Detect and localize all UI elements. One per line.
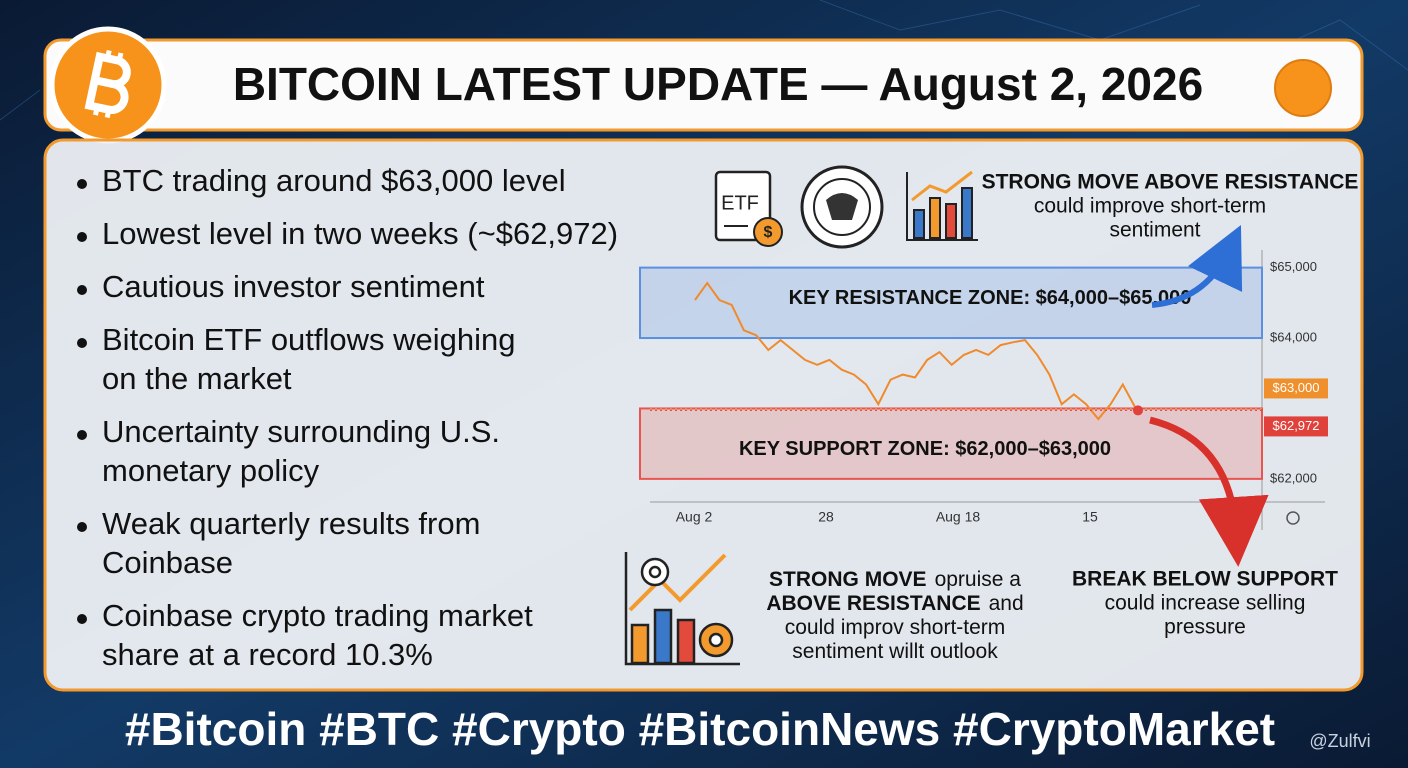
callout-text: opruise a (935, 568, 1022, 591)
bullet-text: Coinbase (102, 545, 233, 580)
bullet-dot (77, 430, 87, 440)
growth-chart-icon (906, 170, 978, 241)
price-line (694, 281, 1136, 421)
bullet-dot (77, 285, 87, 295)
bullet-text: monetary policy (102, 453, 320, 488)
zone-label: KEY SUPPORT ZONE: $62,000–$63,000 (739, 438, 1111, 460)
bullet-text: Lowest level in two weeks (~$62,972) (102, 216, 618, 251)
up-arrow (1151, 224, 1243, 308)
callout-line: STRONG MOVE opruise a (769, 568, 1021, 591)
bullet-text: Uncertainty surrounding U.S. (102, 414, 500, 449)
bullet-text: share at a record 10.3% (102, 637, 433, 672)
callout-text: could improv short-term (785, 616, 1006, 639)
gears-chart-icon (624, 552, 740, 666)
low-point (1133, 405, 1143, 416)
bullet-text: on the market (102, 361, 292, 396)
callout-title: BREAK BELOW SUPPORT (1072, 568, 1338, 591)
price-tag-label: $62,972 (1273, 418, 1320, 433)
bullet-dot (77, 232, 87, 242)
bullet-dot (77, 338, 87, 348)
y-tick-label: $62,000 (1270, 470, 1317, 485)
status-dot (1274, 59, 1332, 117)
bullet-dot (77, 179, 87, 189)
y-tick-label: $65,000 (1270, 259, 1317, 274)
callout-title: STRONG MOVE ABOVE RESISTANCE (982, 171, 1359, 194)
bullet-list: BTC trading around $63,000 level Lowest l… (77, 163, 618, 672)
callout-line: could increase selling (1105, 592, 1306, 615)
etf-label: ETF (721, 192, 759, 214)
callout-text: and (989, 592, 1024, 615)
bullet-text: BTC trading around $63,000 level (102, 163, 566, 198)
x-tick-label: Aug 18 (936, 509, 981, 525)
callout-text: sentiment willt outlook (792, 640, 998, 663)
x-tick-label: 28 (818, 509, 834, 525)
price-tag-label: $63,000 (1273, 380, 1320, 395)
callout-bold: ABOVE RESISTANCE (766, 592, 980, 615)
bullet-dot (77, 522, 87, 532)
fed-seal-icon (800, 165, 884, 249)
bullet-text: Cautious investor sentiment (102, 269, 485, 304)
callout-line: sentiment (1109, 219, 1200, 242)
callout-bold: STRONG MOVE (769, 568, 927, 591)
hashtags: #Bitcoin #BTC #Crypto #BitcoinNews #Cryp… (125, 703, 1275, 755)
y-tick-label: $64,000 (1270, 329, 1317, 344)
callout-line: pressure (1164, 616, 1246, 639)
price-chart: $65,000 $64,000 $62,000 KEY RESISTANCE ZONE… (639, 250, 1328, 530)
zone-band (639, 407, 1263, 480)
callout-line: sentiment willt outlook (792, 640, 998, 663)
x-tick-label: 15 (1082, 509, 1098, 525)
settings-icon (1286, 511, 1300, 525)
svg-text:$: $ (764, 224, 773, 241)
watermark: @Zulfvi (1309, 731, 1370, 751)
price-tag (1264, 378, 1328, 399)
price-tag (1264, 416, 1328, 437)
header-panel (43, 38, 1364, 132)
main-panel (43, 138, 1364, 692)
bullet-dot (77, 614, 87, 624)
x-tick-label: Aug 2 (676, 509, 713, 525)
etf-icon: $ (714, 170, 783, 247)
down-arrow (1149, 416, 1269, 567)
callout-line: ABOVE RESISTANCE and (766, 592, 1023, 615)
callout-line: could improv short-term (785, 616, 1006, 639)
bitcoin-symbol (84, 49, 131, 119)
callout-line: could improve short-term (1034, 195, 1266, 218)
bullet-text: Weak quarterly results from (102, 506, 480, 541)
bullet-text: Bitcoin ETF outflows weighing (102, 322, 516, 357)
title: BITCOIN LATEST UPDATE — August 2, 2026 (233, 58, 1203, 110)
bullet-text: Coinbase crypto trading market (102, 598, 533, 633)
zone-label: KEY RESISTANCE ZONE: $64,000–$65,000 (789, 287, 1192, 309)
